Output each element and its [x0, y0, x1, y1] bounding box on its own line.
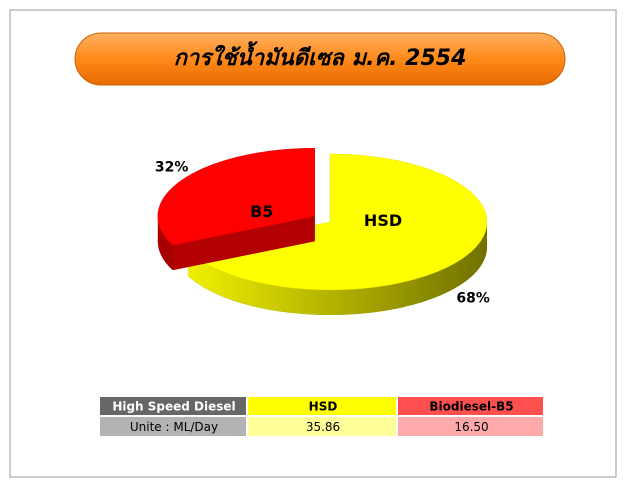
table-cell [398, 417, 543, 436]
value-label: 68% [456, 291, 490, 307]
table-text: 16.50 [454, 420, 488, 434]
table-text: 35.86 [306, 420, 340, 434]
slice-label: HSD [364, 211, 402, 230]
table-header: High Speed Diesel [112, 400, 235, 414]
table-cell [248, 417, 396, 436]
table-cell [100, 417, 246, 436]
pie: HSD 68% B5 32% [155, 147, 490, 316]
slice-side [157, 216, 173, 271]
chart-title: การใช้น้ำมันดีเซล ม.ค. 2554 [174, 41, 467, 71]
table-header: Biodiesel-B5 [429, 400, 513, 414]
value-label: 32% [155, 159, 189, 175]
table-text: Unite : ML/Day [130, 420, 218, 434]
slice [187, 153, 488, 291]
table-cell [398, 397, 543, 415]
title-banner [74, 32, 566, 86]
slice-label: B5 [250, 202, 273, 221]
table: High Speed Diesel HSD Biodiesel-B5 Unite : … [100, 397, 543, 436]
slice-side [187, 222, 488, 316]
table-cell [248, 397, 396, 415]
table-header: HSD [309, 400, 338, 414]
slice [157, 147, 316, 246]
table-cell [100, 397, 246, 415]
slice-cut [172, 216, 315, 271]
